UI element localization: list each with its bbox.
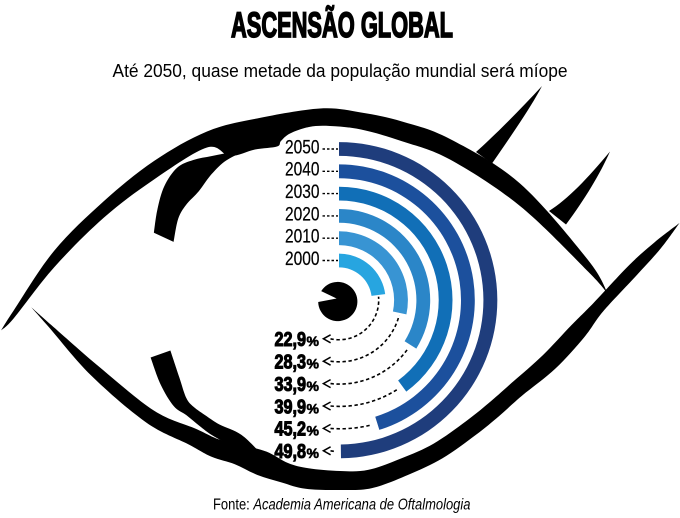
svg-text:ASCENSÃO GLOBAL: ASCENSÃO GLOBAL	[231, 5, 453, 45]
svg-text:39,9: 39,9	[275, 395, 307, 418]
svg-text:2020: 2020	[285, 203, 320, 225]
svg-text:33,9: 33,9	[275, 373, 307, 396]
svg-text:Até 2050, quase metade da popu: Até 2050, quase metade da população mund…	[113, 61, 568, 81]
svg-text:2010: 2010	[285, 226, 320, 248]
svg-text:45,2: 45,2	[275, 418, 307, 441]
svg-text:22,9: 22,9	[275, 328, 307, 351]
svg-text:2050: 2050	[285, 136, 320, 158]
svg-text:28,3: 28,3	[275, 351, 307, 374]
svg-text:2040: 2040	[285, 159, 320, 181]
svg-text:Fonte: Academia Americana de O: Fonte: Academia Americana de Oftalmologi…	[213, 497, 471, 514]
svg-text:%: %	[307, 378, 320, 394]
svg-text:%: %	[307, 423, 320, 439]
svg-text:%: %	[307, 400, 320, 416]
svg-text:%: %	[307, 356, 320, 372]
svg-text:2030: 2030	[285, 181, 320, 203]
svg-text:%: %	[307, 333, 320, 349]
svg-text:2000: 2000	[285, 248, 320, 270]
svg-text:%: %	[307, 445, 320, 461]
